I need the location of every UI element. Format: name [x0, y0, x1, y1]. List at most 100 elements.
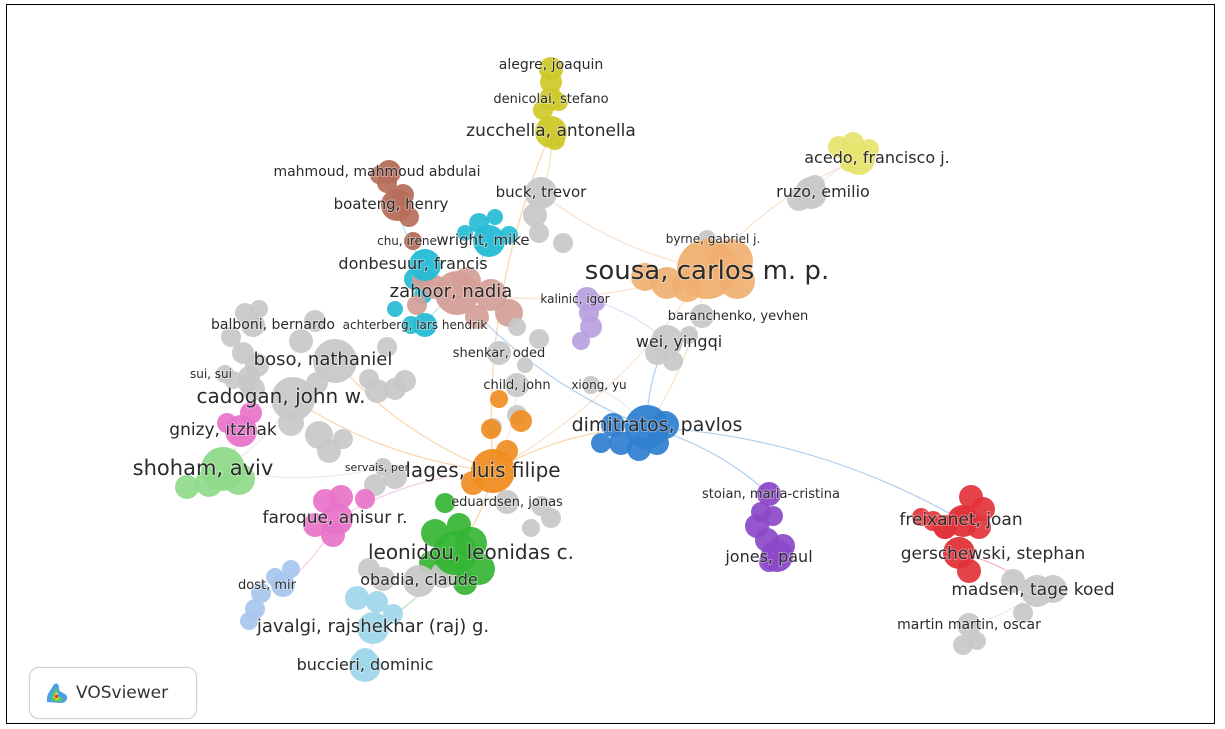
node-gerschewski[interactable]	[943, 537, 975, 569]
node-child[interactable]	[505, 373, 529, 397]
node-obadia[interactable]	[403, 565, 435, 597]
label-alegre[interactable]: alegre, joaquin	[498, 56, 605, 74]
label-cadogan[interactable]: cadogan, john w.	[196, 383, 367, 409]
label-zucchella[interactable]: zucchella, antonella	[465, 120, 637, 142]
cluster-bubble-zahoor-7	[407, 295, 427, 315]
node-donbesuur[interactable]	[409, 249, 441, 281]
label-faroque[interactable]: faroque, anisur r.	[261, 507, 408, 529]
label-jones[interactable]: jones, paul	[723, 546, 813, 567]
node-shoham[interactable]	[201, 447, 245, 491]
node-zucchella[interactable]	[535, 116, 567, 148]
node-xiong[interactable]	[582, 376, 600, 394]
node-buck[interactable]	[525, 177, 557, 209]
node-alegre[interactable]	[539, 57, 563, 81]
node-zahoor[interactable]	[435, 271, 479, 315]
node-wei[interactable]	[651, 325, 683, 357]
vosviewer-canvas[interactable]: alegre, joaquin denicolai, stefano zucchel…	[6, 4, 1215, 724]
cluster-bubble-madsen-1	[1001, 569, 1025, 593]
label-dimitratos[interactable]: dimitratos, pavlos	[571, 413, 744, 437]
label-baranchenko[interactable]: baranchenko, yevhen	[667, 308, 810, 325]
node-freixanet[interactable]	[947, 505, 979, 537]
label-buccieri[interactable]: buccieri, dominic	[296, 654, 435, 675]
node-martin[interactable]	[957, 613, 981, 637]
label-shoham[interactable]: shoham, aviv	[132, 455, 275, 481]
label-eduardsen[interactable]: eduardsen, jonas	[450, 494, 564, 511]
label-leonidou[interactable]: leonidou, leonidas c.	[367, 539, 575, 565]
node-balboni[interactable]	[241, 313, 265, 337]
cluster-bubble-zahoor-6	[465, 305, 489, 329]
label-obadia[interactable]: obadia, claude	[359, 569, 479, 590]
cluster-bubble-obadia-3	[358, 558, 380, 580]
label-ruzo[interactable]: ruzo, emilio	[775, 181, 871, 202]
label-kalinic[interactable]: kalinic, igor	[539, 291, 610, 307]
label-sui[interactable]: sui, sui	[189, 366, 233, 382]
label-servais[interactable]: servais, per	[344, 460, 411, 475]
node-leonidou[interactable]	[433, 531, 477, 575]
label-donbesuur[interactable]: donbesuur, francis	[337, 253, 488, 274]
vosviewer-logo-text: VOSviewer	[76, 683, 169, 703]
label-achterberg[interactable]: achterberg, lars hendrik	[342, 317, 489, 333]
node-wright[interactable]	[473, 225, 505, 257]
node-achterberg[interactable]	[413, 313, 437, 337]
node-dimitratos[interactable]	[625, 405, 669, 449]
node-acedo[interactable]	[843, 143, 875, 175]
node-denicolai[interactable]	[539, 87, 563, 111]
node-javalgi[interactable]	[357, 612, 389, 644]
label-lages[interactable]: lages, luis filipe	[404, 457, 561, 483]
label-xiong[interactable]: xiong, yu	[570, 377, 627, 393]
node-sousa[interactable]	[677, 239, 737, 299]
node-boso[interactable]	[313, 339, 357, 383]
label-boso[interactable]: boso, nathaniel	[253, 348, 394, 371]
node-baranchenko[interactable]	[690, 304, 714, 328]
node-dost[interactable]	[271, 573, 295, 597]
label-shenkar[interactable]: shenkar, oded	[452, 345, 547, 362]
vosviewer-logo-badge[interactable]: VOSviewer	[29, 667, 197, 719]
label-boateng[interactable]: boateng, henry	[333, 194, 450, 214]
node-boateng[interactable]	[381, 189, 413, 221]
node-eduardsen[interactable]	[495, 490, 519, 514]
label-wei[interactable]: wei, yingqi	[635, 331, 723, 352]
label-gnizy[interactable]: gnizy, ıtzhak	[168, 419, 278, 441]
label-buck[interactable]: buck, trevor	[495, 182, 588, 202]
label-byrne[interactable]: byrne, gabriel j.	[665, 231, 762, 247]
label-zahoor[interactable]: zahoor, nadia	[389, 280, 514, 303]
cluster-bubble-dost-4	[282, 560, 300, 578]
node-madsen[interactable]	[1021, 575, 1053, 607]
label-madsen[interactable]: madsen, tage koed	[950, 579, 1115, 601]
label-gerschewski[interactable]: gerschewski, stephan	[900, 543, 1087, 565]
cluster-bubble-eduardsen-3	[522, 519, 540, 537]
label-javalgi[interactable]: javalgi, rajshekhar (raj) g.	[255, 615, 490, 638]
label-martin[interactable]: martin martin, oscar	[896, 616, 1042, 634]
cluster-bubble-javalgi-2	[366, 591, 388, 613]
cluster-bubble-shenkar-2	[508, 318, 526, 336]
label-dost[interactable]: dost, mir	[237, 577, 298, 594]
label-balboni[interactable]: balboni, bernardo	[210, 316, 336, 334]
node-buccieri[interactable]	[349, 650, 381, 682]
node-mahmoud[interactable]	[377, 160, 401, 184]
bibliometric-network-map[interactable]: alegre, joaquin denicolai, stefano zucchel…	[7, 5, 1216, 725]
label-child[interactable]: child, john	[482, 377, 551, 394]
label-mahmoud[interactable]: mahmoud, mahmoud abdulai	[272, 163, 481, 181]
node-shenkar[interactable]	[487, 341, 511, 365]
label-wright[interactable]: wright, mike	[435, 230, 530, 250]
node-servais[interactable]	[374, 458, 392, 476]
node-faroque[interactable]	[321, 503, 353, 535]
label-chu[interactable]: chu, irene	[376, 233, 438, 249]
node-gnizy[interactable]	[225, 415, 257, 447]
node-jones[interactable]	[761, 540, 793, 572]
cluster-bubble-leonidou-8	[435, 493, 455, 513]
cluster-bubble-dimitratos-4	[601, 413, 625, 437]
label-freixanet[interactable]: freixanet, joan	[898, 509, 1023, 531]
cluster-bubble-boso-7	[377, 337, 397, 357]
node-kalinic[interactable]	[575, 287, 599, 311]
label-acedo[interactable]: acedo, francisco j.	[803, 147, 951, 168]
node-ruzo[interactable]	[795, 177, 827, 209]
node-chu[interactable]	[404, 232, 422, 250]
label-sousa[interactable]: sousa, carlos m. p.	[584, 255, 830, 287]
node-cadogan[interactable]	[271, 377, 315, 421]
label-denicolai[interactable]: denicolai, stefano	[492, 91, 609, 108]
node-stoian[interactable]	[757, 482, 781, 506]
label-stoian[interactable]: stoian, maria-cristina	[701, 486, 841, 503]
node-lages[interactable]	[471, 449, 515, 493]
node-sui[interactable]	[216, 365, 234, 383]
